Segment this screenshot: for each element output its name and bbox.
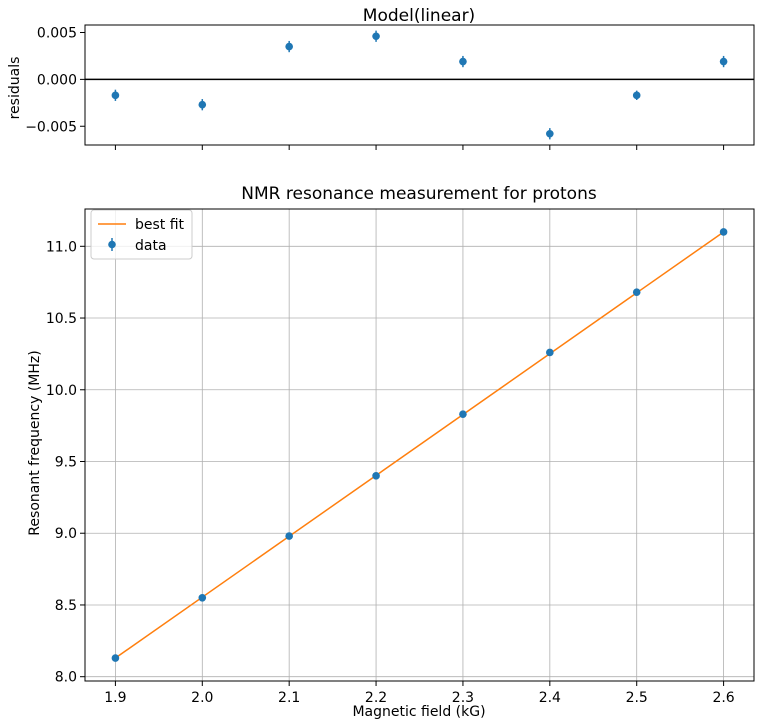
main-y-axis-label: Resonant frequency (MHz) [27, 350, 43, 535]
main-x-tick-label: 2.1 [278, 690, 300, 706]
residuals-y-tick-label: −0.005 [25, 119, 77, 135]
residuals-points [111, 30, 728, 140]
main-ticks: 1.9 2.0 2.1 2.2 2.3 2.4 2.5 2.6 8.0 8.5 9.0 9.5 10.0… [46, 239, 735, 706]
legend-best-fit-label: best fit [135, 217, 185, 233]
main-y-tick-label: 8.0 [55, 670, 77, 686]
main-y-tick-label: 9.5 [55, 454, 77, 470]
residuals-panel: Model(linear) residuals −0.005 0.000 0.005 [7, 6, 755, 150]
data-point [111, 654, 120, 662]
main-title: NMR resonance measurement for protons [241, 184, 597, 204]
residual-point [285, 42, 293, 51]
residual-point [459, 57, 467, 66]
legend-data-label: data [135, 238, 167, 254]
main-panel: NMR resonance measurement for protons Ma… [27, 184, 755, 720]
residual-point [632, 91, 641, 100]
data-point [372, 472, 380, 480]
residuals-y-tick-label: 0.000 [37, 72, 77, 88]
residual-point [546, 129, 554, 138]
main-x-tick-label: 2.5 [626, 690, 648, 706]
data-point [285, 532, 293, 540]
main-x-tick-label: 2.6 [712, 690, 734, 706]
residuals-ticks: −0.005 0.000 0.005 [25, 26, 725, 150]
residual-point [111, 91, 120, 100]
residuals-axes-frame [84, 24, 755, 146]
residuals-title: Model(linear) [363, 6, 475, 26]
residuals-y-tick-label: 0.005 [37, 26, 77, 42]
main-y-tick-label: 11.0 [46, 239, 77, 255]
legend-box [90, 209, 193, 260]
main-y-tick-label: 9.0 [55, 526, 77, 542]
best-fit-line [114, 231, 725, 659]
main-grid [85, 209, 754, 681]
legend: best fit data [90, 209, 193, 260]
residual-point [719, 57, 728, 66]
data-point [632, 288, 641, 297]
main-y-tick-label: 10.5 [46, 311, 77, 327]
main-x-tick-label: 1.9 [104, 690, 126, 706]
main-x-tick-label: 2.2 [365, 690, 387, 706]
data-point [198, 593, 207, 602]
residual-point [198, 100, 207, 109]
data-point [546, 348, 554, 357]
main-axes-frame [84, 208, 755, 682]
data-point [459, 410, 467, 418]
residuals-y-axis-label: residuals [7, 57, 23, 120]
main-x-tick-label: 2.0 [191, 690, 213, 706]
main-y-tick-label: 10.0 [46, 383, 77, 399]
main-series [111, 228, 728, 662]
residual-point [372, 32, 380, 41]
legend-data-marker [108, 240, 116, 249]
main-x-tick-label: 2.4 [539, 690, 561, 706]
main-x-tick-label: 2.3 [452, 690, 474, 706]
data-point [719, 228, 728, 236]
main-y-tick-label: 8.5 [55, 598, 77, 614]
main-x-axis-label: Magnetic field (kG) [352, 704, 485, 720]
